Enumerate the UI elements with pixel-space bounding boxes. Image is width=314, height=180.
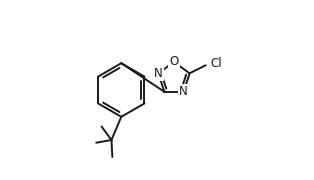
Text: N: N xyxy=(179,85,188,98)
Text: N: N xyxy=(154,67,163,80)
Text: Cl: Cl xyxy=(211,57,222,70)
Text: O: O xyxy=(169,55,179,68)
